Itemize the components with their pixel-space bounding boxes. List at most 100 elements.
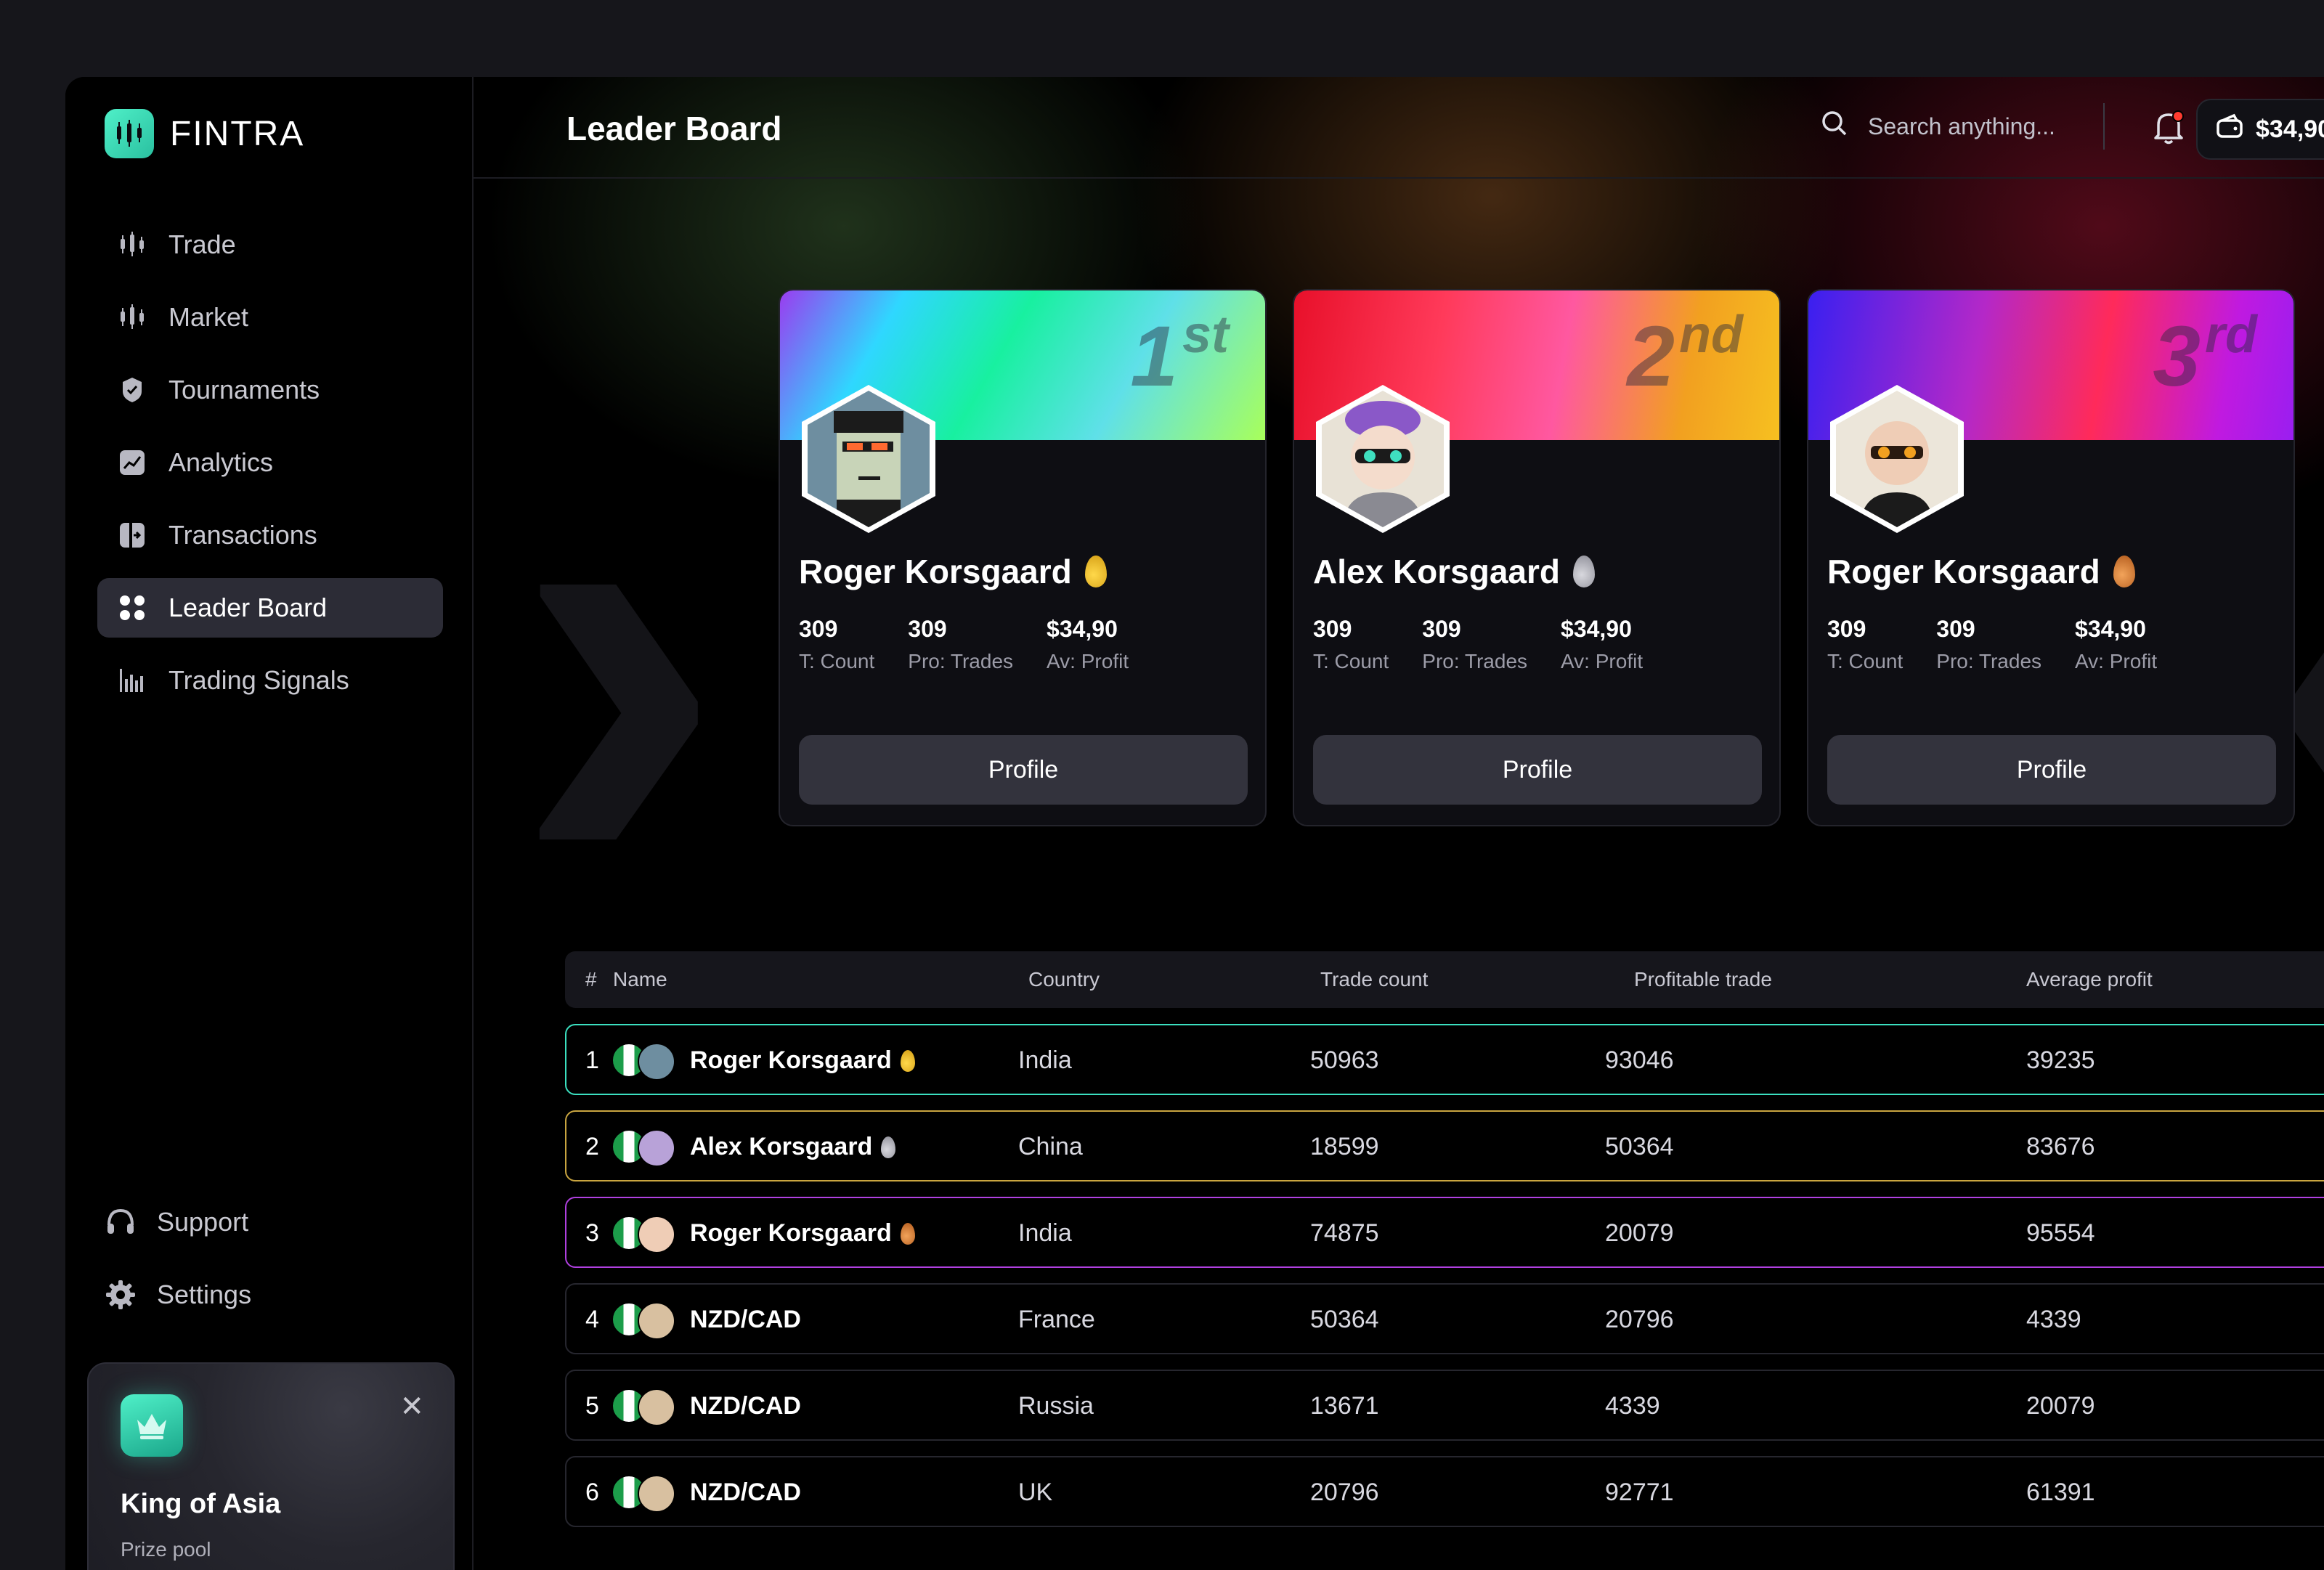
gear-icon: [105, 1279, 137, 1311]
sidebar-item-label: Trading Signals: [168, 665, 349, 695]
table-row[interactable]: 3 Roger Korsgaard India 74875 20079 95554: [565, 1197, 2324, 1268]
column-header-profitable-trade[interactable]: Profitable trade: [1634, 968, 1772, 991]
sidebar-item-label: Trade: [168, 229, 236, 259]
row-name: Roger Korsgaard: [690, 1219, 915, 1248]
column-header-country[interactable]: Country: [1028, 968, 1100, 991]
row-trade-count: 74875: [1310, 1219, 1379, 1247]
promo-subtitle: Prize pool: [121, 1538, 211, 1561]
profile-button[interactable]: Profile: [1313, 735, 1762, 805]
column-header-num: #: [585, 968, 597, 991]
podium-card-2: 2nd Alex Korsgaard 309 T: Count 309 Pro: T…: [1293, 289, 1781, 826]
search-icon: [1820, 109, 1849, 144]
sidebar-item-label: Support: [157, 1207, 249, 1237]
row-average-profit: 61391: [2026, 1479, 2095, 1506]
sidebar-item-transactions[interactable]: Transactions: [97, 505, 443, 565]
column-header-trade-count[interactable]: Trade count: [1320, 968, 1429, 991]
avatar: [638, 1475, 675, 1513]
sidebar-item-label: Settings: [157, 1280, 252, 1309]
row-trade-count: 13671: [1310, 1392, 1379, 1420]
player-name: Alex Korsgaard: [1313, 552, 1596, 591]
player-name: Roger Korsgaard: [690, 1219, 892, 1247]
avatar: [1830, 385, 1964, 533]
chart-icon: [116, 447, 148, 479]
sidebar-item-label: Transactions: [168, 520, 317, 550]
sidebar-item-market[interactable]: Market: [97, 288, 443, 347]
table-row[interactable]: 2 Alex Korsgaard China 18599 50364 83676: [565, 1110, 2324, 1181]
rank-label: 3rd: [2153, 306, 2257, 404]
headphones-icon: [105, 1206, 137, 1238]
table-row[interactable]: 6 NZD/CAD UK 20796 92771 61391: [565, 1456, 2324, 1527]
row-country: UK: [1018, 1479, 1053, 1506]
row-rank: 3: [585, 1219, 599, 1247]
sidebar-item-tournaments[interactable]: Tournaments: [97, 360, 443, 420]
bronze-medal-icon: [2113, 556, 2135, 587]
signal-bars-icon: [116, 664, 148, 696]
app-window: FINTRA Trade Market Tournaments Analytic…: [65, 77, 2324, 1570]
search-bar[interactable]: Search anything...: [1820, 109, 2055, 144]
promo-card[interactable]: ✕ King of Asia Prize pool: [87, 1362, 455, 1570]
player-name: Roger Korsgaard: [690, 1046, 892, 1074]
wallet-balance[interactable]: $34,900.: [2196, 99, 2324, 160]
player-name: Alex Korsgaard: [690, 1133, 873, 1160]
column-header-average-profit[interactable]: Average profit: [2026, 968, 2153, 991]
row-average-profit: 20079: [2026, 1392, 2095, 1420]
sidebar-item-label: Market: [168, 302, 249, 332]
crown-icon: [121, 1394, 183, 1457]
column-header-name[interactable]: Name: [613, 968, 667, 991]
player-stats: 309 T: Count 309 Pro: Trades $34,90 Av: Pro…: [1827, 616, 2158, 672]
silver-medal-icon: [881, 1136, 896, 1158]
main-content: › ‹ Leader Board Search anything... $34,…: [474, 77, 2324, 1570]
sidebar-item-trading-signals[interactable]: Trading Signals: [97, 651, 443, 710]
sidebar-item-support[interactable]: Support: [105, 1192, 439, 1252]
close-icon[interactable]: ✕: [399, 1391, 424, 1423]
transfer-icon: [116, 519, 148, 551]
search-input[interactable]: Search anything...: [1868, 113, 2055, 139]
player-stats: 309 T: Count 309 Pro: Trades $34,90 Av: Pro…: [1313, 616, 1644, 672]
row-average-profit: 39235: [2026, 1046, 2095, 1074]
player-name: Roger Korsgaard: [1827, 552, 2135, 591]
candlestick-icon: [116, 301, 148, 333]
bell-icon[interactable]: [2147, 106, 2190, 150]
promo-title: King of Asia: [121, 1489, 281, 1519]
sidebar-item-trade[interactable]: Trade: [97, 215, 443, 274]
table-row[interactable]: 1 Roger Korsgaard India 50963 93046 39235: [565, 1024, 2324, 1095]
profile-button[interactable]: Profile: [799, 735, 1248, 805]
row-name: Alex Korsgaard: [690, 1133, 896, 1161]
candlestick-icon: [116, 229, 148, 261]
row-profitable-trade: 93046: [1605, 1046, 1674, 1074]
decorative-chevron: ›: [510, 293, 728, 1023]
rank-label: 2nd: [1627, 306, 1743, 404]
row-country: Russia: [1018, 1392, 1094, 1420]
table-row[interactable]: 5 NZD/CAD Russia 13671 4339 20079: [565, 1370, 2324, 1441]
bronze-medal-icon: [900, 1222, 915, 1245]
table-row[interactable]: 4 NZD/CAD France 50364 20796 4339: [565, 1283, 2324, 1354]
sidebar-item-analytics[interactable]: Analytics: [97, 433, 443, 492]
podium-card-1: 1st Roger Korsgaard 309 T: Count 309 Pro: …: [779, 289, 1267, 826]
sidebar-item-leader-board[interactable]: Leader Board: [97, 578, 443, 638]
row-rank: 2: [585, 1133, 599, 1160]
row-average-profit: 4339: [2026, 1306, 2081, 1333]
app-name: FINTRA: [170, 114, 305, 153]
row-name: NZD/CAD: [690, 1392, 801, 1420]
table-header: # Name Country Trade count Profitable tr…: [565, 951, 2324, 1008]
wallet-icon: [2215, 112, 2244, 147]
sidebar-item-settings[interactable]: Settings: [105, 1265, 439, 1325]
row-country: France: [1018, 1306, 1095, 1333]
row-country: India: [1018, 1219, 1072, 1247]
main-nav: Trade Market Tournaments Analytics Trans…: [97, 215, 443, 723]
page-title: Leader Board: [566, 110, 782, 147]
gold-medal-icon: [1084, 556, 1107, 587]
profile-button[interactable]: Profile: [1827, 735, 2276, 805]
row-trade-count: 20796: [1310, 1479, 1379, 1506]
bottom-nav: Support Settings: [105, 1192, 439, 1338]
avatar: [638, 1302, 675, 1340]
logo[interactable]: FINTRA: [105, 109, 304, 158]
row-profitable-trade: 4339: [1605, 1392, 1660, 1420]
gold-medal-icon: [900, 1049, 915, 1072]
award-badge-icon: [116, 374, 148, 406]
avatar: [638, 1216, 675, 1253]
podium-card-3: 3rd Roger Korsgaard 309 T: Count 309 Pro: …: [1807, 289, 2295, 826]
avatar: [638, 1043, 675, 1081]
row-rank: 6: [585, 1479, 599, 1506]
row-profitable-trade: 50364: [1605, 1133, 1674, 1160]
